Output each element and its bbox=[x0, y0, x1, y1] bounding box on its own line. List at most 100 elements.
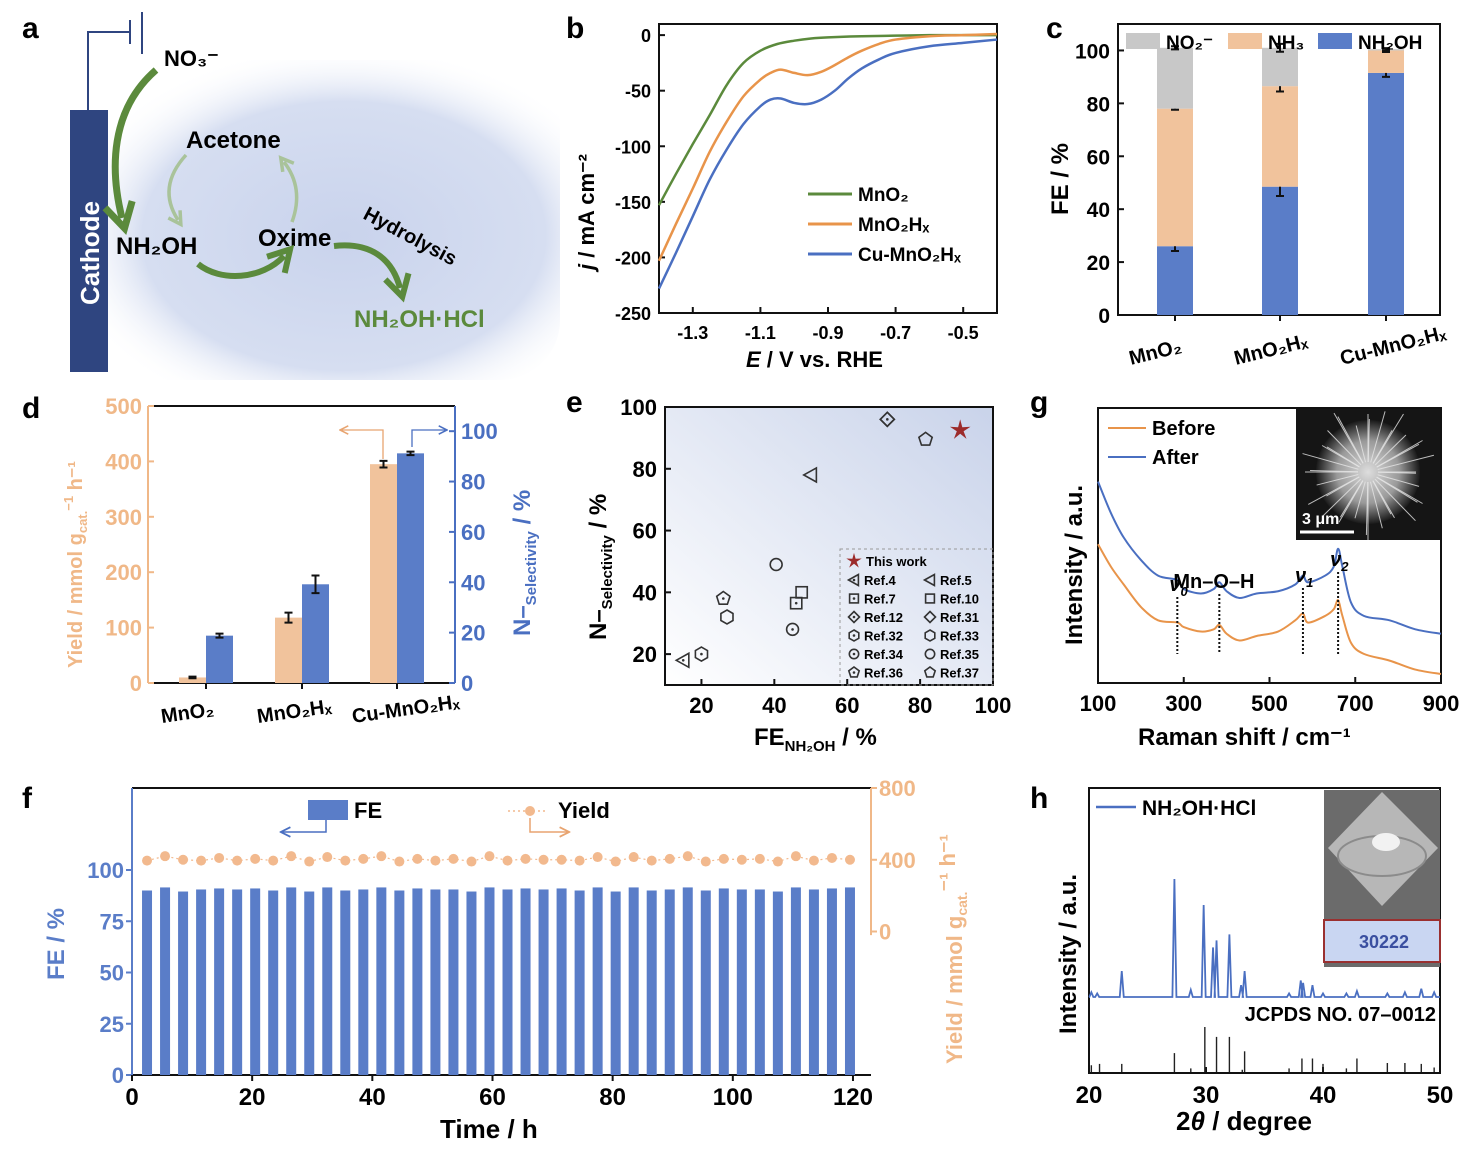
h-xtick-label: 50 bbox=[1427, 1082, 1454, 1109]
f-yield-marker bbox=[232, 855, 243, 866]
f-yield-marker bbox=[646, 855, 657, 866]
g-xtick-label: 300 bbox=[1165, 691, 1202, 716]
e-ytick-label: 40 bbox=[633, 580, 657, 605]
b-ytick-label: -100 bbox=[615, 137, 651, 157]
node-nitrate: NO₃⁻ bbox=[164, 46, 219, 71]
e-legend-marker bbox=[847, 666, 861, 678]
f-xlabel: Time / h bbox=[440, 1114, 538, 1144]
f-fe-bar bbox=[844, 887, 855, 1075]
f-xtick-label: 120 bbox=[833, 1084, 873, 1111]
f-fe-bar bbox=[160, 887, 171, 1075]
b-series-1 bbox=[657, 32, 998, 262]
g-xtick-label: 500 bbox=[1251, 691, 1288, 716]
b-series-0 bbox=[657, 33, 997, 206]
b-series-2 bbox=[657, 38, 998, 290]
e-background bbox=[665, 407, 993, 685]
e-marker-ref-10 bbox=[795, 585, 809, 599]
panel-c: c 0 20 40 60 80 100 MnO₂ MnO₂Hₓ Cu-MnO₂Hₓ NO₂⁻ NH₃… bbox=[1046, 12, 1449, 370]
f-ytick-left-label: 75 bbox=[100, 909, 124, 934]
d-error-bar bbox=[188, 675, 197, 680]
h-measured-pattern bbox=[1088, 878, 1440, 998]
e-marker-ref-7-dot bbox=[794, 601, 798, 605]
c-ytick-label: 80 bbox=[1087, 93, 1110, 116]
f-fe-bar bbox=[628, 887, 639, 1075]
d-bar bbox=[370, 464, 397, 683]
e-marker-ref-5 bbox=[802, 466, 818, 484]
e-legend-label: Ref.12 bbox=[864, 610, 903, 625]
f-fe-bar bbox=[142, 890, 153, 1075]
e-legend-label: This work bbox=[866, 554, 927, 569]
f-fe-bar bbox=[250, 888, 261, 1075]
e-marker-ref-12-dot bbox=[886, 418, 889, 421]
e-legend-label: Ref.31 bbox=[940, 610, 979, 625]
e-legend-marker-dot bbox=[852, 652, 856, 656]
panel-label-d: d bbox=[22, 392, 40, 425]
d-ytick-left-label: 200 bbox=[105, 560, 142, 585]
balance-readout: 30222 bbox=[1359, 932, 1409, 952]
panel-h: h 20 30 40 50 JCPDS NO. 07–0012 NH₂OH·HCl 3022… bbox=[1030, 782, 1453, 1136]
reaction-background bbox=[80, 60, 560, 380]
g-xtick-label: 100 bbox=[1080, 691, 1117, 716]
node-hydroxylamine: NH₂OH bbox=[116, 233, 197, 260]
f-ytick-left-label: 100 bbox=[87, 858, 124, 883]
f-fe-bar bbox=[610, 891, 621, 1075]
sem-needle bbox=[1377, 471, 1416, 474]
node-oxime: Oxime bbox=[258, 225, 331, 252]
f-fe-bar bbox=[574, 890, 585, 1075]
f-yield-marker bbox=[538, 854, 549, 865]
g-series-after bbox=[1097, 481, 1442, 635]
f-ylabel-right: Yield / mmol gcat.⁻¹ h⁻¹ bbox=[935, 834, 970, 1064]
c-error-bar bbox=[1382, 47, 1390, 52]
f-yield-marker bbox=[844, 854, 855, 865]
e-legend-marker bbox=[924, 593, 936, 604]
e-legend-marker bbox=[922, 573, 936, 587]
e-legend-marker bbox=[924, 648, 936, 660]
e-legend-marker bbox=[923, 666, 937, 678]
d-ytick-right-label: 20 bbox=[461, 621, 485, 646]
c-ytick-label: 20 bbox=[1087, 252, 1110, 275]
acetone-to-nh2oh-arrow-icon bbox=[167, 153, 188, 228]
panel-label-e: e bbox=[566, 386, 583, 419]
c-xtick-label: MnO₂Hₓ bbox=[1232, 330, 1311, 370]
f-yield-marker bbox=[484, 851, 495, 862]
d-xtick-label: MnO₂ bbox=[160, 699, 216, 728]
panel-label-f: f bbox=[22, 782, 33, 815]
sem-needle bbox=[1374, 434, 1407, 466]
f-fe-bar bbox=[322, 887, 333, 1075]
f-fe-bar bbox=[502, 889, 513, 1075]
b-ytick-label: -150 bbox=[615, 193, 651, 213]
lsv-plot: 0 -50 -100 -150 -200 -250 -1.3 -1.1 -0.9 -0.7 -0.5 bbox=[615, 23, 998, 343]
f-ytick-right-label: 800 bbox=[879, 776, 916, 801]
f-yield-marker bbox=[214, 852, 225, 863]
h-xlabel: 2θ / degree bbox=[1176, 1106, 1312, 1136]
d-bar bbox=[397, 453, 424, 683]
f-fe-bar bbox=[412, 888, 423, 1075]
sem-scale-label: 3 μm bbox=[1302, 511, 1339, 528]
f-fe-bar bbox=[178, 891, 189, 1075]
f-fe-bar bbox=[682, 887, 693, 1075]
e-ytick-label: 100 bbox=[620, 395, 657, 420]
e-legend-marker bbox=[924, 629, 936, 642]
d-xtick-label: Cu-MnO₂Hₓ bbox=[351, 691, 462, 728]
f-ylabel-left: FE / % bbox=[43, 908, 70, 980]
g-annotation-sub: 2 bbox=[1340, 559, 1349, 574]
f-fe-bar bbox=[556, 888, 567, 1075]
d-ytick-right-label: 40 bbox=[461, 570, 485, 595]
benchmark-scatter-plot: 20 40 60 80 100 20 40 60 80 100 This work Ref.4 Ref.… bbox=[620, 395, 1011, 718]
d-error-bar bbox=[284, 611, 293, 624]
f-xtick-label: 100 bbox=[713, 1084, 753, 1111]
balance-display bbox=[1323, 919, 1441, 963]
e-legend-box bbox=[839, 548, 994, 686]
c-ytick-label: 60 bbox=[1087, 146, 1110, 169]
f-fe-bar bbox=[538, 889, 549, 1075]
f-yield-marker bbox=[286, 851, 297, 862]
e-legend-label: Ref.33 bbox=[940, 629, 979, 644]
e-marker-ref-35 bbox=[769, 557, 783, 572]
sem-needle bbox=[1338, 480, 1364, 523]
f-yield-marker bbox=[520, 853, 531, 864]
f-fe-bar bbox=[592, 887, 603, 1075]
d-error-bar bbox=[311, 574, 320, 595]
e-legend-label: Ref.4 bbox=[864, 573, 897, 588]
cathode-electrode bbox=[70, 110, 108, 372]
